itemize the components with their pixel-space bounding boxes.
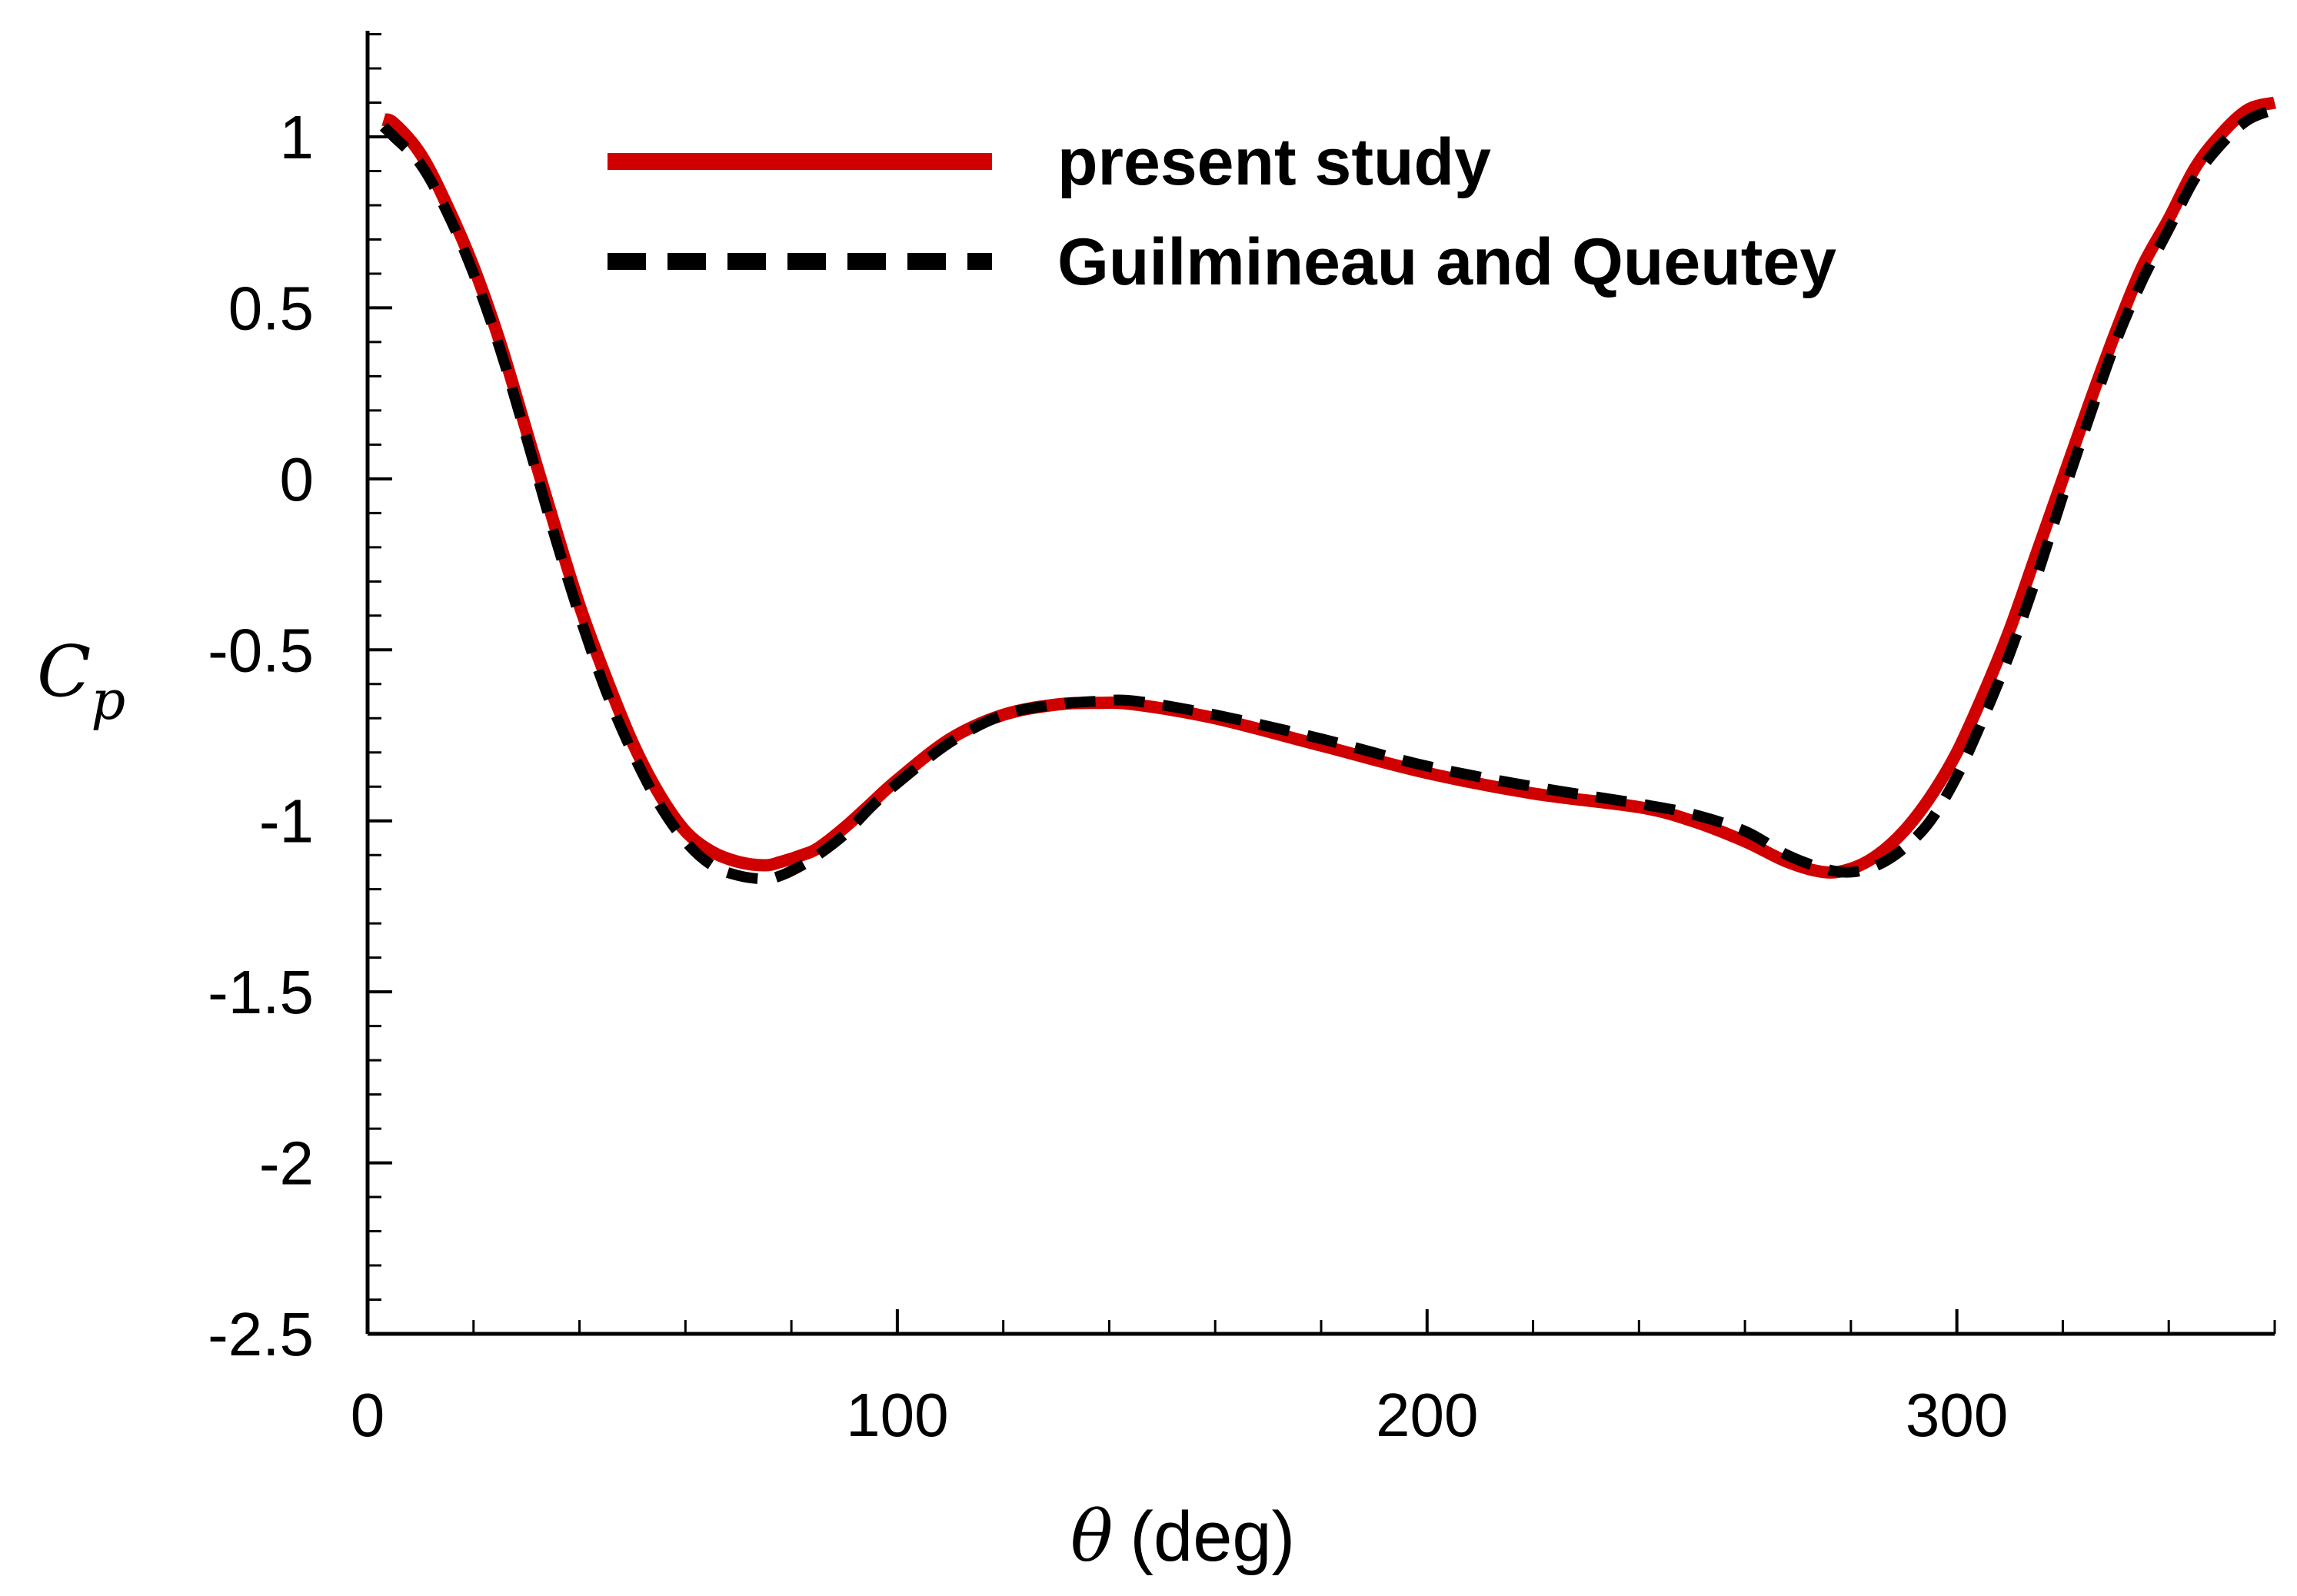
- y-tick-label: 0: [280, 445, 315, 514]
- legend-label-guilmineau-queutey: Guilmineau and Queutey: [1057, 225, 1836, 299]
- major-ticks: [366, 135, 1959, 1335]
- y-tick-label: -0.5: [208, 616, 314, 684]
- x-axis-title-unit: (deg): [1130, 1498, 1295, 1576]
- x-axis-title-symbol: θ: [1070, 1495, 1113, 1578]
- svg-text:θ(deg): θ (deg): [1070, 1495, 1295, 1578]
- x-tick-label: 100: [846, 1381, 948, 1449]
- x-tick-label: 200: [1376, 1381, 1478, 1449]
- x-tick-labels: 0 100 200 300: [351, 1381, 2009, 1449]
- y-tick-label: -1: [259, 787, 314, 856]
- y-tick-label: 0.5: [228, 274, 314, 342]
- svg-text:Cp: Cp: [37, 630, 125, 732]
- x-axis-title: θ (deg): [1070, 1495, 1295, 1578]
- y-axis-title: Cp: [37, 630, 125, 732]
- x-tick-label: 0: [351, 1381, 385, 1449]
- y-tick-label: -1.5: [208, 958, 314, 1026]
- x-tick-label: 300: [1906, 1381, 2008, 1449]
- series-layer: [379, 96, 2277, 885]
- y-axis-title-subscript: p: [91, 669, 125, 732]
- y-tick-label: -2.5: [208, 1300, 314, 1368]
- legend-label-present-study: present study: [1057, 125, 1491, 199]
- y-axis-title-symbol: C: [37, 630, 91, 713]
- y-tick-label: -2: [259, 1129, 314, 1198]
- minor-ticks: [368, 33, 2276, 1334]
- legend: present study Guilmineau and Queutey: [608, 125, 1836, 299]
- y-tick-labels: 1 0.5 0 -0.5 -1 -1.5 -2 -2.5: [208, 103, 314, 1368]
- series-line-guilmineau-queutey: [379, 104, 2277, 885]
- plot-area: [365, 31, 2277, 1336]
- series-line-present-study: [381, 96, 2277, 879]
- y-tick-label: 1: [280, 103, 315, 171]
